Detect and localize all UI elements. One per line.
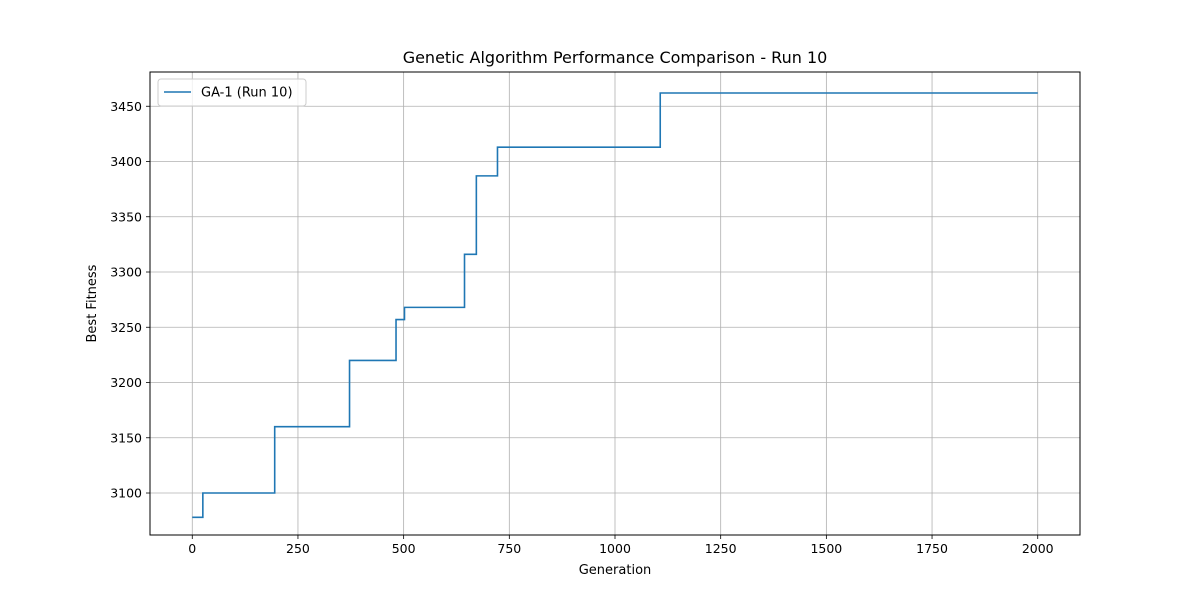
legend-box (157, 78, 307, 107)
ticks: 0 250 500 750 1000 1250 1500 1750 2000 3100 3150 32… (110, 99, 1053, 556)
y-tick-label: 3150 (110, 430, 142, 445)
x-axis-label: Generation (579, 563, 652, 578)
chart-title: Genetic Algorithm Performance Comparison… (403, 48, 828, 67)
grid (150, 72, 1080, 535)
y-tick-label: 3300 (110, 265, 142, 280)
x-tick-label: 1750 (916, 541, 948, 556)
x-tick-label: 500 (392, 541, 416, 556)
x-tick-label: 2000 (1022, 541, 1054, 556)
y-tick-label: 3450 (110, 99, 142, 114)
legend: GA-1 (Run 10) (157, 78, 307, 107)
y-tick-label: 3350 (110, 209, 142, 224)
y-axis-label: Best Fitness (85, 264, 100, 342)
series-layer (192, 92, 1038, 519)
x-tick-label: 250 (286, 541, 310, 556)
x-tick-label: 0 (188, 541, 196, 556)
y-tick-label: 3200 (110, 375, 142, 390)
x-tick-label: 1250 (705, 541, 737, 556)
series-line (192, 92, 1038, 519)
y-tick-label: 3400 (110, 154, 142, 169)
x-tick-label: 1000 (599, 541, 631, 556)
y-tick-label: 3100 (110, 486, 142, 501)
x-tick-label: 750 (497, 541, 521, 556)
x-tick-label: 1500 (810, 541, 842, 556)
y-tick-label: 3250 (110, 320, 142, 335)
legend-label: GA-1 (Run 10) (201, 86, 293, 101)
